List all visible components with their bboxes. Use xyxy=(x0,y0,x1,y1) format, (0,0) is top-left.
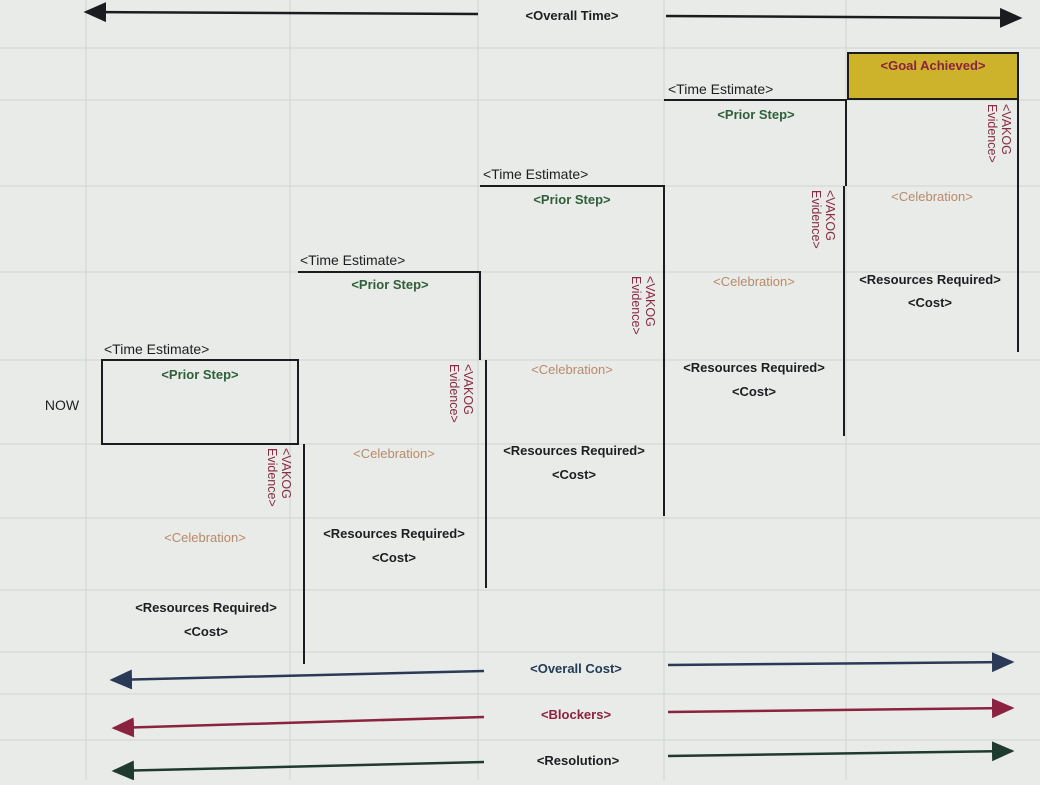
step-4-box xyxy=(664,99,847,186)
celebration-label: <Celebration> xyxy=(891,189,973,204)
cost-label: <Cost> xyxy=(552,467,596,482)
celebration-label: <Celebration> xyxy=(531,362,613,377)
blockers-arrow-right xyxy=(667,698,1015,719)
time-estimate-label: <Time Estimate> xyxy=(104,341,209,357)
step-3-box xyxy=(480,185,665,272)
overall-cost-arrow-left xyxy=(109,669,485,690)
time-estimate-label: <Time Estimate> xyxy=(483,166,588,182)
vakog-evidence-label: <VAKOG Evidence> xyxy=(809,190,837,249)
prior-step-label: <Prior Step> xyxy=(533,192,611,207)
overall-time-arrow: <Overall Time> xyxy=(83,2,1023,28)
vakog-evidence-label: <VAKOG Evidence> xyxy=(985,104,1013,163)
cost-label: <Cost> xyxy=(908,295,952,310)
vakog-line-1: <VAKOG xyxy=(823,190,837,241)
cost-label: <Cost> xyxy=(184,624,228,639)
celebration-label: <Celebration> xyxy=(353,446,435,461)
prior-step-label: <Prior Step> xyxy=(161,367,239,382)
vakog-line-1: <VAKOG xyxy=(999,104,1013,155)
celebration-label: <Celebration> xyxy=(164,530,246,545)
vakog-evidence-label: <VAKOG Evidence> xyxy=(629,276,657,335)
resources-required-label: <Resources Required> xyxy=(859,272,1001,287)
step-1-box xyxy=(101,359,299,445)
vakog-line-1: <VAKOG xyxy=(279,448,293,499)
resolution-arrow-right xyxy=(667,741,1015,762)
cost-label: <Cost> xyxy=(732,384,776,399)
overall-cost-arrow-right xyxy=(667,652,1015,673)
resources-required-label: <Resources Required> xyxy=(135,600,277,615)
vakog-evidence-label: <VAKOG Evidence> xyxy=(265,448,293,507)
vakog-line-2: Evidence> xyxy=(809,190,823,249)
resources-required-label: <Resources Required> xyxy=(323,526,465,541)
blockers-arrow-left xyxy=(111,715,485,738)
time-estimate-label: <Time Estimate> xyxy=(668,81,773,97)
prior-step-label: <Prior Step> xyxy=(351,277,429,292)
prior-step-label: <Prior Step> xyxy=(717,107,795,122)
overall-cost-label: <Overall Cost> xyxy=(530,661,622,676)
blockers-arrow: <Blockers> xyxy=(111,698,1015,738)
column-separators xyxy=(303,100,1019,664)
overall-cost-arrow: <Overall Cost> xyxy=(109,652,1015,690)
blockers-label: <Blockers> xyxy=(541,707,612,722)
goal-achieved-box xyxy=(847,52,1019,100)
step-2-box xyxy=(298,271,481,360)
vakog-evidence-label: <VAKOG Evidence> xyxy=(447,364,475,423)
time-estimate-label: <Time Estimate> xyxy=(300,252,405,268)
overall-time-arrow-left xyxy=(83,2,479,23)
resources-required-label: <Resources Required> xyxy=(683,360,825,375)
vakog-line-2: Evidence> xyxy=(265,448,279,507)
resources-required-label: <Resources Required> xyxy=(503,443,645,458)
now-label: NOW xyxy=(45,397,80,413)
cost-label: <Cost> xyxy=(372,550,416,565)
vakog-line-2: Evidence> xyxy=(629,276,643,335)
vakog-line-2: Evidence> xyxy=(985,104,999,163)
overall-time-arrow-right xyxy=(665,7,1023,28)
celebration-label: <Celebration> xyxy=(713,274,795,289)
resolution-label: <Resolution> xyxy=(537,753,620,768)
resolution-arrow: <Resolution> xyxy=(111,741,1015,781)
vakog-line-1: <VAKOG xyxy=(643,276,657,327)
vakog-line-2: Evidence> xyxy=(447,364,461,423)
step-boxes xyxy=(101,99,847,445)
overall-time-label: <Overall Time> xyxy=(526,8,619,23)
goal-achieved-label: <Goal Achieved> xyxy=(880,58,985,73)
resolution-arrow-left xyxy=(111,760,485,781)
vakog-line-1: <VAKOG xyxy=(461,364,475,415)
